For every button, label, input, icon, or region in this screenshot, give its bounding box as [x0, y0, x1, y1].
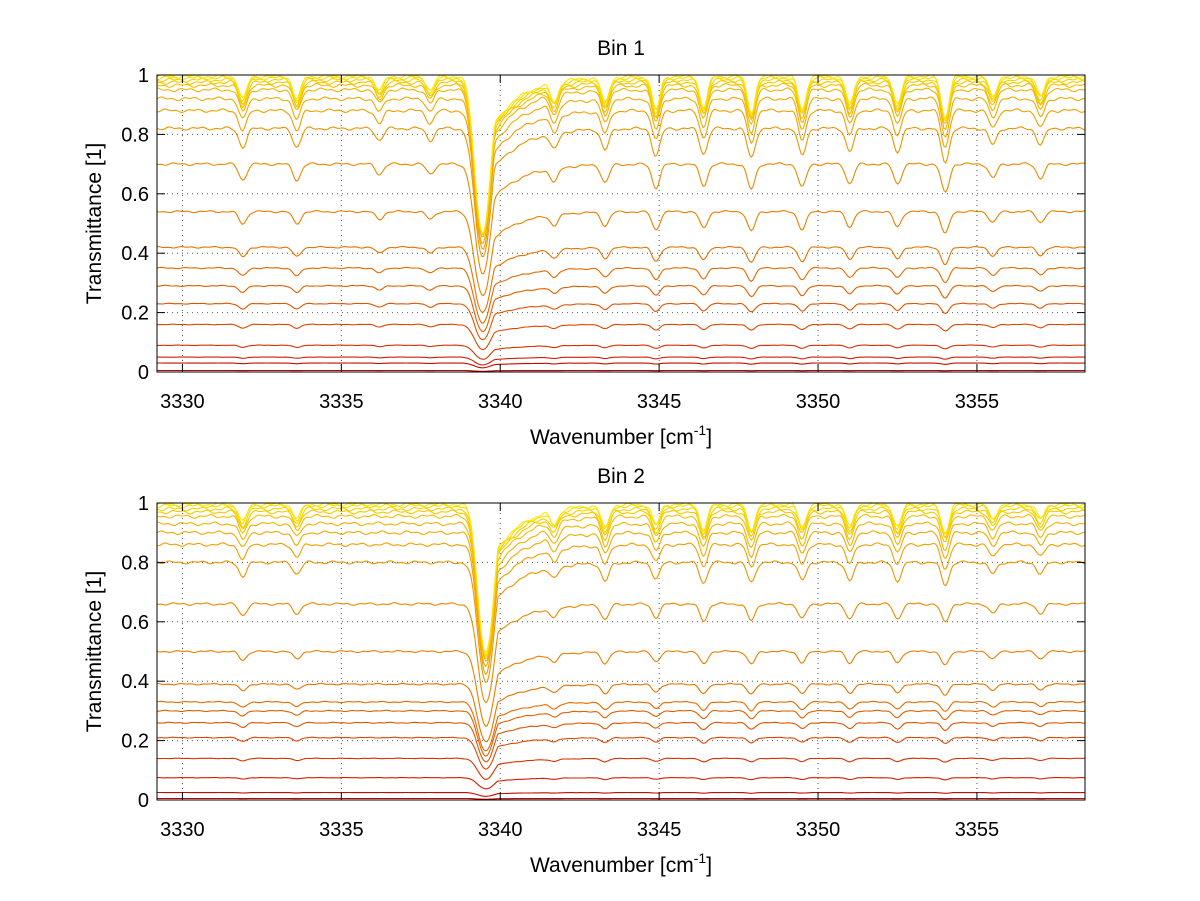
- spectrum-line-16: [156, 509, 1086, 658]
- spectrum-line-6: [157, 709, 1086, 757]
- y-tick-label: 0.4: [121, 671, 149, 693]
- chart-title: Bin 2: [597, 465, 645, 488]
- chart-title: Bin 1: [597, 37, 645, 60]
- x-axis-label-superscript: -1: [694, 422, 707, 438]
- spectrum-line-9: [156, 649, 1086, 727]
- spectrum-line-7: [156, 266, 1086, 324]
- spectrum-line-7: [156, 700, 1085, 752]
- spectrum-line-18: [156, 503, 1086, 657]
- spectrum-line-6: [157, 284, 1086, 332]
- spectrum-line-4: [156, 736, 1086, 770]
- spectrum-line-9: [156, 209, 1086, 297]
- spectrum-line-5: [157, 721, 1086, 763]
- x-axis-label-superscript: -1: [694, 850, 707, 866]
- y-tick-label: 0: [138, 790, 149, 812]
- spectrum-line-5: [157, 302, 1086, 341]
- x-tick-label: 3340: [478, 391, 523, 413]
- x-tick-label: 3350: [796, 819, 841, 841]
- spectrum-line-18: [156, 75, 1086, 235]
- x-tick-label: 3355: [955, 391, 1000, 413]
- y-tick-label: 0: [138, 362, 149, 384]
- spectrum-line-11: [156, 560, 1086, 683]
- axes-frame: [156, 502, 1086, 801]
- x-tick-label: 3345: [637, 391, 682, 413]
- spectrum-line-12: [157, 108, 1086, 250]
- y-tick-label: 0.8: [121, 124, 149, 146]
- x-tick-label: 3330: [160, 819, 205, 841]
- spectrum-line-8: [156, 245, 1086, 313]
- spectrum-line-3: [156, 757, 1085, 780]
- y-tick-label: 0.4: [121, 243, 149, 265]
- plot-area: [157, 75, 1085, 372]
- spectrum-line-10: [156, 162, 1086, 275]
- x-tick-label: 3345: [637, 819, 682, 841]
- x-axis-label-main: Wavenumber [cm: [530, 854, 694, 877]
- spectrum-line-0: [157, 369, 1085, 372]
- spectrum-line-10: [156, 602, 1086, 704]
- x-tick-label: 3355: [955, 819, 1000, 841]
- x-axis-label: Wavenumber [cm-1]: [530, 850, 712, 877]
- x-tick-label: 3350: [796, 391, 841, 413]
- y-axis-label: Transmittance [1]: [83, 571, 106, 732]
- spectrum-line-13: [156, 96, 1086, 245]
- x-tick-label: 3330: [160, 391, 205, 413]
- spectrum-line-11: [156, 126, 1086, 257]
- x-tick-label: 3340: [478, 819, 523, 841]
- y-tick-label: 1: [138, 493, 149, 515]
- spectrum-line-4: [156, 323, 1086, 351]
- spectrum-line-14: [156, 521, 1085, 662]
- x-axis-label-end: ]: [706, 854, 712, 877]
- y-tick-label: 0.2: [121, 731, 149, 753]
- x-tick-label: 3335: [319, 391, 364, 413]
- axes-frame: [156, 74, 1086, 373]
- y-tick-label: 1: [138, 65, 149, 87]
- spectrum-line-13: [156, 530, 1085, 668]
- spectrum-line-14: [156, 87, 1085, 238]
- spectrum-line-8: [156, 682, 1086, 743]
- chart-bin-2: 3330 3335 3340 3345 3350 3355 0 0.2 0.4 0.6 0.8 1 Bi…: [83, 465, 1086, 877]
- chart-bin-1: 3330 3335 3340 3345 3350 3355 0 0.2 0.4 0.6 0.8 1 Bi…: [83, 37, 1086, 449]
- spectrum-line-15: [156, 513, 1086, 660]
- y-tick-label: 0.6: [121, 612, 149, 634]
- spectrum-line-12: [157, 542, 1086, 676]
- y-tick-label: 0.2: [121, 303, 149, 325]
- spectrum-line-1: [156, 791, 1085, 797]
- y-tick-label: 0.8: [121, 552, 149, 574]
- x-axis-label-main: Wavenumber [cm: [530, 426, 694, 449]
- spectrum-line-0: [157, 797, 1085, 800]
- spectrum-line-16: [156, 79, 1086, 236]
- spectrum-line-3: [156, 344, 1085, 360]
- y-tick-label: 0.6: [121, 184, 149, 206]
- spectrum-line-2: [157, 777, 1085, 790]
- spectrum-line-1: [156, 362, 1085, 369]
- y-axis-label: Transmittance [1]: [83, 143, 106, 304]
- x-axis-label: Wavenumber [cm-1]: [530, 422, 712, 449]
- spectrum-line-15: [156, 82, 1086, 236]
- x-axis-label-end: ]: [706, 426, 712, 449]
- x-tick-label: 3335: [319, 819, 364, 841]
- spectrum-line-2: [156, 356, 1085, 366]
- spectrum-line-17: [156, 506, 1086, 657]
